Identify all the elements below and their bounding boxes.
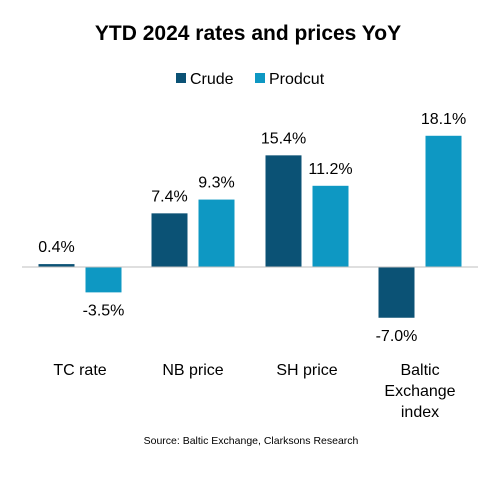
data-label-crude-2: 15.4% [261, 130, 306, 147]
category-label-1: NB price [162, 362, 223, 379]
category-labels: TC rate NB price SH price Baltic Exchange ind… [53, 362, 455, 421]
category-label-0: TC rate [53, 362, 106, 379]
data-label-crude-0: 0.4% [38, 239, 74, 256]
data-label-prodcut-3: 18.1% [421, 111, 466, 128]
data-label-prodcut-2: 11.2% [308, 161, 352, 178]
bar-crude-3 [378, 267, 415, 318]
bar-crude-1 [151, 213, 188, 267]
bar-prodcut-2 [312, 185, 349, 267]
source-note: Source: Baltic Exchange, Clarksons Resea… [144, 435, 359, 447]
bars [38, 135, 462, 318]
legend-label-prodcut: Prodcut [269, 71, 325, 88]
legend-swatch-crude [176, 73, 186, 83]
bar-crude-0 [38, 264, 75, 267]
legend: Crude Prodcut [176, 71, 325, 88]
data-labels: 0.4% 7.4% 15.4% -7.0% -3.5% 9.3% 11.2% 18.1% [38, 111, 466, 345]
bar-prodcut-1 [198, 199, 235, 267]
data-label-crude-3: -7.0% [376, 328, 418, 345]
legend-label-crude: Crude [190, 71, 234, 88]
bar-prodcut-0 [85, 267, 122, 293]
category-label-3: Baltic Exchange index [384, 362, 455, 421]
bar-prodcut-3 [425, 135, 462, 267]
bar-crude-2 [265, 155, 302, 267]
data-label-prodcut-0: -3.5% [83, 302, 125, 319]
data-label-prodcut-1: 9.3% [198, 175, 234, 192]
category-label-2: SH price [276, 362, 337, 379]
legend-swatch-prodcut [255, 73, 265, 83]
chart-title: YTD 2024 rates and prices YoY [95, 22, 401, 45]
data-label-crude-1: 7.4% [151, 188, 187, 205]
